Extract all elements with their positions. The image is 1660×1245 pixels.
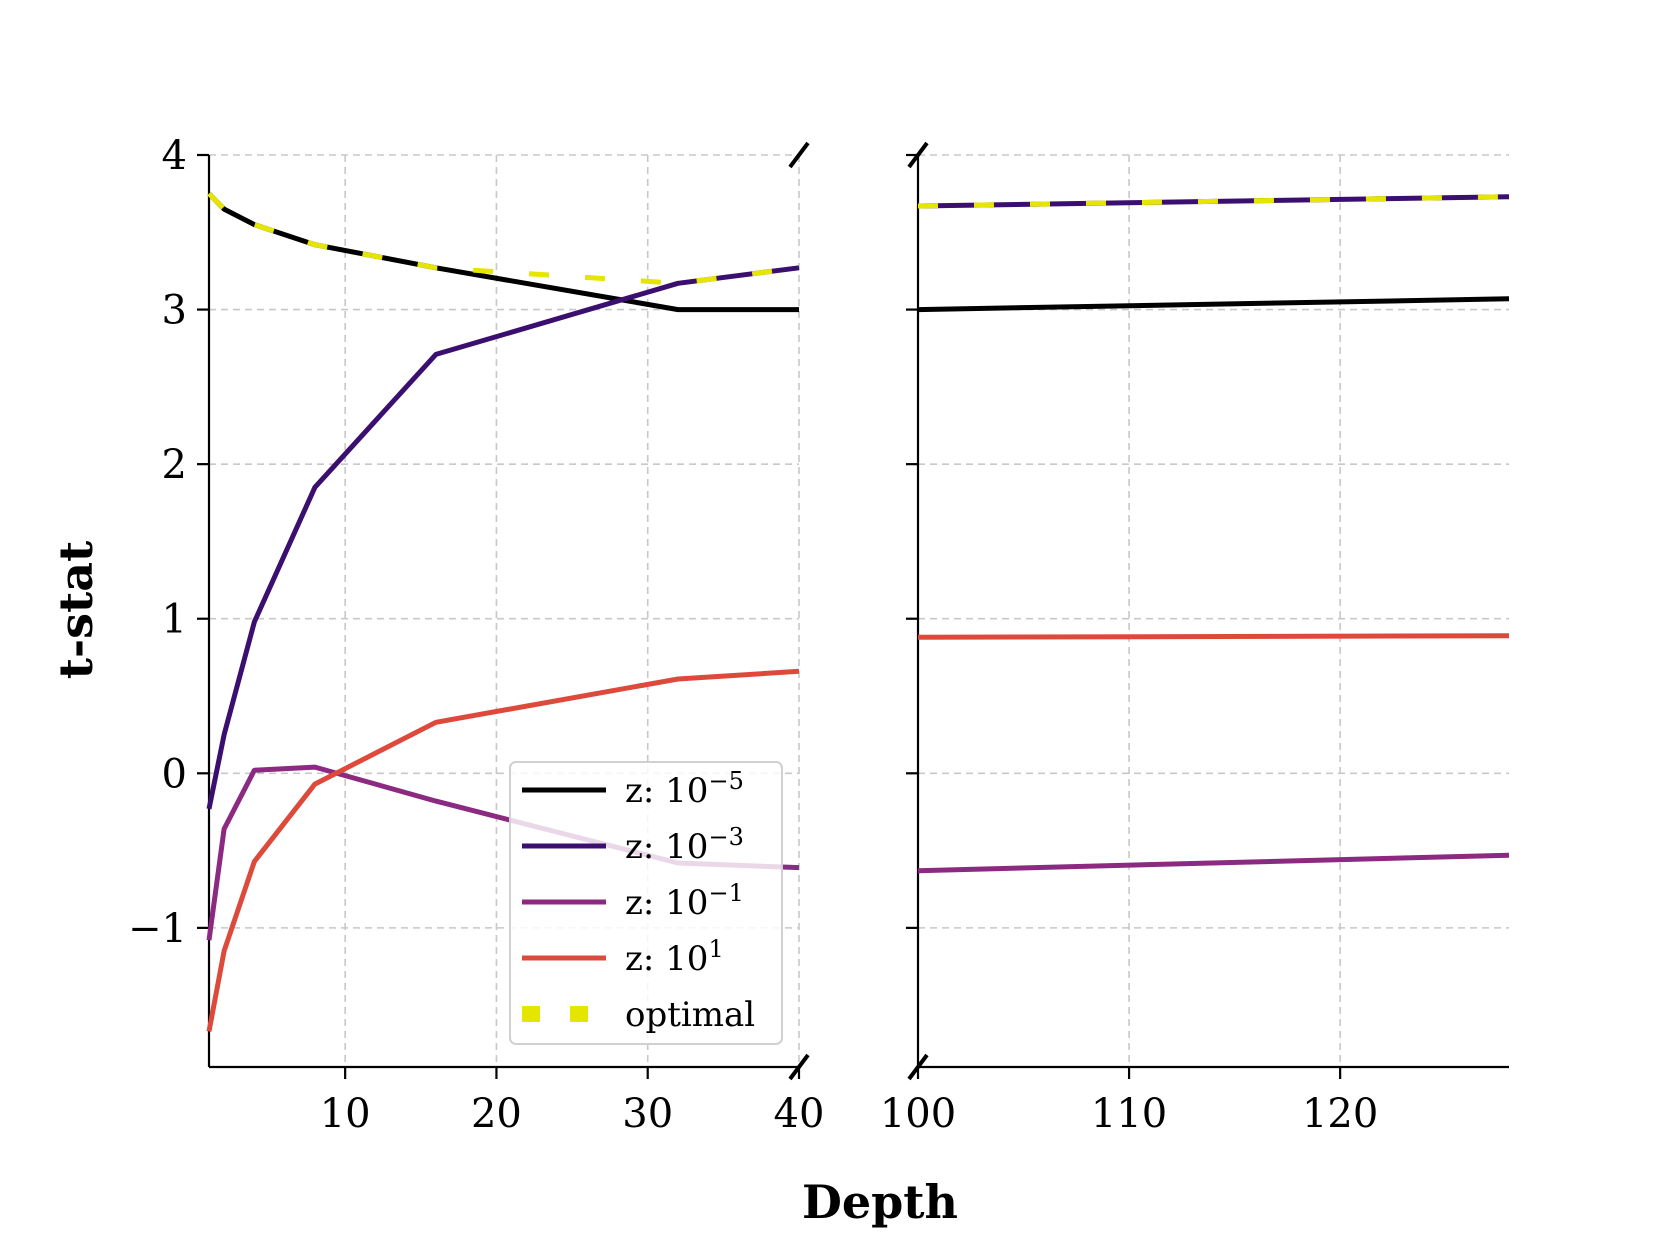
legend-label-optimal: optimal bbox=[625, 995, 755, 1035]
x-tick-label: 120 bbox=[1302, 1091, 1378, 1137]
axis-break-mark bbox=[907, 141, 929, 169]
x-tick-label: 10 bbox=[320, 1091, 371, 1137]
legend-exponent: −3 bbox=[708, 823, 743, 851]
y-tick-label: −1 bbox=[128, 906, 187, 952]
x-tick-label: 100 bbox=[880, 1091, 956, 1137]
axis-break-mark bbox=[788, 1053, 810, 1081]
series-line-optimal bbox=[207, 191, 800, 286]
right-panel: 100 110 120 bbox=[880, 141, 1510, 1137]
legend-box bbox=[509, 761, 783, 1045]
series-line-z3 bbox=[206, 265, 800, 810]
series-line-optimal bbox=[917, 194, 1510, 209]
legend-exponent: −1 bbox=[708, 879, 743, 907]
y-axis-label: t-stat bbox=[49, 540, 103, 679]
x-tick-label: 30 bbox=[622, 1091, 673, 1137]
axis-break-mark bbox=[788, 141, 810, 169]
y-tick-label: 4 bbox=[162, 133, 187, 179]
legend-label-z1p: z: 101 bbox=[625, 935, 724, 979]
series-line-z1m bbox=[917, 852, 1510, 874]
series-line-z1p bbox=[917, 633, 1510, 640]
y-tick-label: 1 bbox=[162, 597, 187, 643]
x-tick-label: 110 bbox=[1091, 1091, 1167, 1137]
x-tick-label: 20 bbox=[471, 1091, 522, 1137]
x-tick-label: 40 bbox=[774, 1091, 825, 1137]
y-tick-label: 0 bbox=[162, 751, 187, 797]
series-line-z1p bbox=[206, 668, 800, 1032]
legend-exponent: 1 bbox=[708, 935, 723, 963]
series-line-z5 bbox=[207, 191, 799, 313]
y-tick-label: 3 bbox=[162, 288, 187, 334]
x-axis-label: Depth bbox=[802, 1175, 958, 1229]
axis-break-mark bbox=[907, 1053, 929, 1081]
legend-exponent: −5 bbox=[708, 767, 743, 795]
series-line-z5 bbox=[917, 296, 1510, 313]
y-tick-label: 2 bbox=[162, 442, 187, 488]
